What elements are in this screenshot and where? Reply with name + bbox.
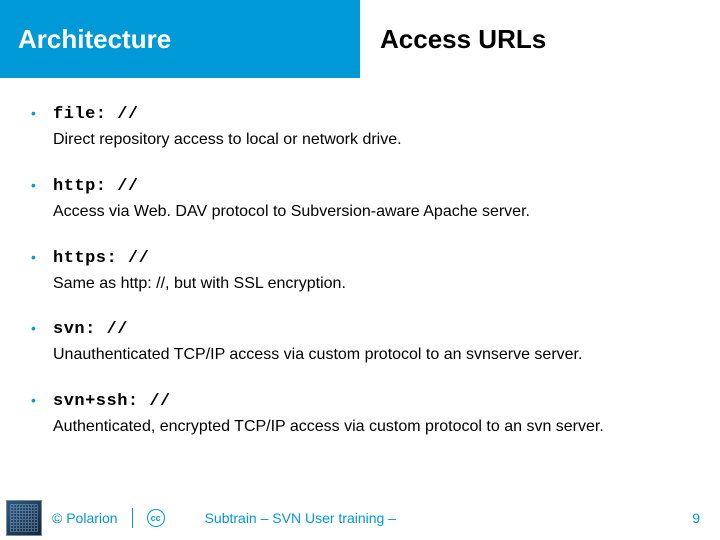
- bullet-icon: •: [25, 105, 53, 121]
- url-scheme: svn: //: [53, 320, 128, 339]
- url-desc: Access via Web. DAV protocol to Subversi…: [53, 202, 695, 223]
- footer: © Polarion cc Subtrain – SVN User traini…: [0, 496, 720, 540]
- bullet-icon: •: [25, 177, 53, 193]
- url-desc: Same as http: //, but with SSL encryptio…: [53, 274, 695, 295]
- url-desc: Direct repository access to local or net…: [53, 130, 695, 151]
- url-item: • http: // Access via Web. DAV protocol …: [25, 177, 695, 223]
- url-item: • file: // Direct repository access to l…: [25, 105, 695, 151]
- header-band: Architecture: [0, 0, 360, 78]
- slide: Architecture Access URLs • file: // Dire…: [0, 0, 720, 540]
- content-area: • file: // Direct repository access to l…: [25, 105, 695, 464]
- footer-separator: [132, 508, 133, 528]
- url-scheme: https: //: [53, 249, 149, 268]
- url-item: • https: // Same as http: //, but with S…: [25, 249, 695, 295]
- url-item: • svn+ssh: // Authenticated, encrypted T…: [25, 392, 695, 438]
- bullet-icon: •: [25, 320, 53, 336]
- polarion-logo-icon: [6, 500, 42, 536]
- header-left-title: Architecture: [18, 24, 171, 55]
- cc-icon: cc: [147, 509, 165, 527]
- header-right-title: Access URLs: [380, 0, 546, 78]
- bullet-icon: •: [25, 392, 53, 408]
- copyright-text: © Polarion: [52, 510, 118, 526]
- footer-title: Subtrain – SVN User training –: [205, 510, 396, 526]
- page-number: 9: [692, 510, 700, 526]
- url-scheme: svn+ssh: //: [53, 392, 171, 411]
- url-desc: Unauthenticated TCP/IP access via custom…: [53, 345, 695, 366]
- url-item: • svn: // Unauthenticated TCP/IP access …: [25, 320, 695, 366]
- url-scheme: file: //: [53, 105, 139, 124]
- url-scheme: http: //: [53, 177, 139, 196]
- url-desc: Authenticated, encrypted TCP/IP access v…: [53, 417, 695, 438]
- bullet-icon: •: [25, 249, 53, 265]
